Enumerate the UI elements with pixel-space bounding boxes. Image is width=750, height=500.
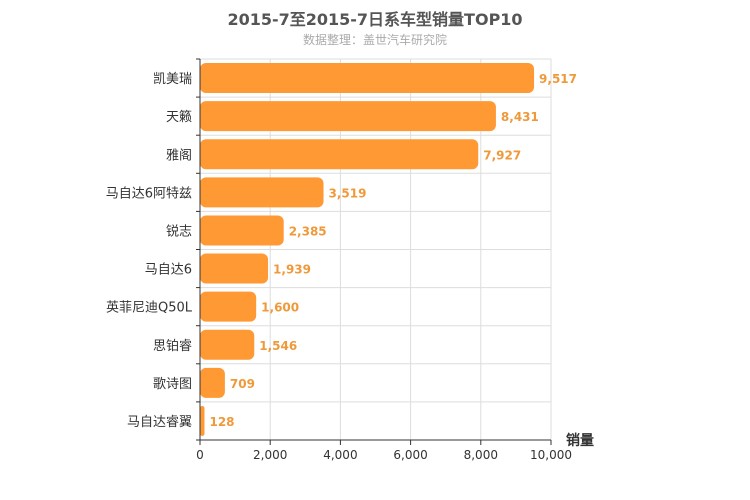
x-tick-label: 2,000 xyxy=(253,448,287,462)
bar xyxy=(200,253,269,284)
x-tick-label: 10,000 xyxy=(530,448,572,462)
bar-value-label: 8,431 xyxy=(501,110,539,124)
bar-value-label: 1,600 xyxy=(261,301,299,315)
category-label: 天籁 xyxy=(166,110,192,125)
bars: 9,517 8,431 7,927 3,519 2,385 1,939 1,600 1,546… xyxy=(200,63,577,436)
bar-value-label: 7,927 xyxy=(483,148,521,162)
x-tick-label: 6,000 xyxy=(393,448,427,462)
x-tick-label: 4,000 xyxy=(323,448,357,462)
grid-lines xyxy=(199,58,552,441)
category-label: 英菲尼迪Q50L xyxy=(106,301,193,316)
bar xyxy=(200,139,479,170)
category-label: 锐志 xyxy=(166,224,192,239)
category-label: 雅阁 xyxy=(166,148,192,163)
bar xyxy=(200,367,225,398)
bar xyxy=(200,63,535,94)
category-label: 思铂睿 xyxy=(153,338,192,354)
x-tick-label: 8,000 xyxy=(464,448,498,462)
chart-subtitle: 数据整理：盖世汽车研究院 xyxy=(302,33,447,47)
bar-value-label: 3,519 xyxy=(329,186,367,200)
bar-value-label: 9,517 xyxy=(539,72,577,86)
category-label: 歌诗图 xyxy=(153,377,192,392)
bar xyxy=(200,291,257,322)
bar-value-label: 2,385 xyxy=(289,224,327,238)
bar-value-label: 1,939 xyxy=(273,263,311,277)
bar-value-label: 709 xyxy=(230,377,255,391)
chart-title: 2015-7至2015-7日系车型销量TOP10 xyxy=(227,10,523,29)
bar-value-label: 128 xyxy=(209,415,234,429)
bar xyxy=(200,101,496,132)
x-axis-title: 销量 xyxy=(566,432,594,449)
bar xyxy=(200,405,205,436)
bar xyxy=(200,329,255,360)
bar-value-label: 1,546 xyxy=(259,339,297,353)
bar xyxy=(200,215,284,246)
category-label: 马自达6 xyxy=(145,263,192,278)
bar xyxy=(200,177,324,208)
category-label: 马自达睿翼 xyxy=(127,415,192,430)
category-label: 马自达6阿特兹 xyxy=(106,186,192,201)
x-tick-label: 0 xyxy=(196,448,204,462)
category-label: 凯美瑞 xyxy=(153,72,192,87)
